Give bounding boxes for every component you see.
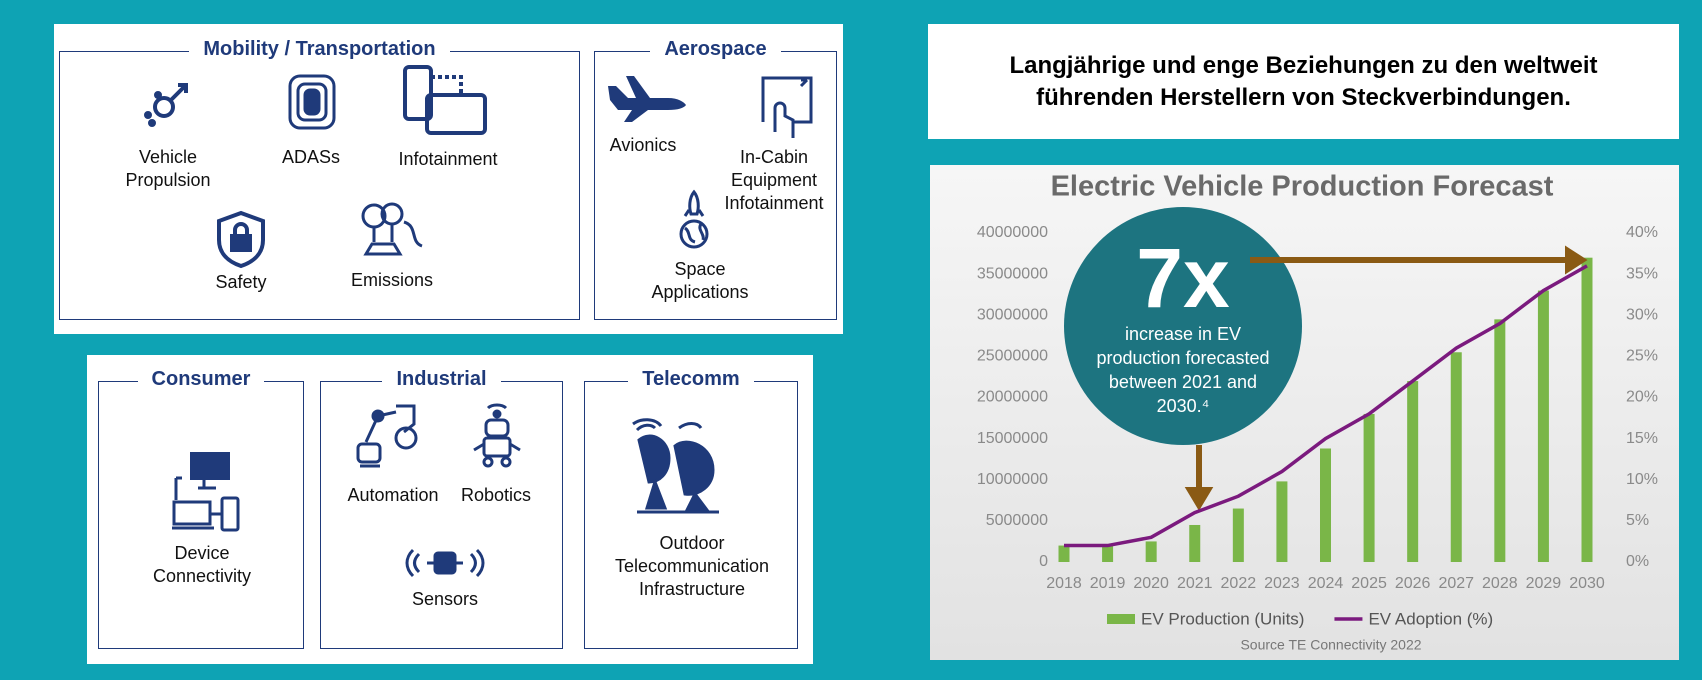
icon: [356, 404, 418, 468]
bar: [1145, 541, 1157, 562]
y-tick-label: 20000000: [977, 389, 1048, 406]
bar: [1276, 481, 1288, 562]
chart-title: Electric Vehicle Production Forecast: [1051, 171, 1554, 203]
annotation-circle: [1064, 207, 1302, 445]
icon: [144, 83, 188, 127]
bar: [1450, 352, 1462, 562]
y2-tick-label: 15%: [1626, 430, 1658, 447]
y-tick-label: 15000000: [977, 430, 1048, 447]
x-tick-label: 2026: [1395, 575, 1431, 592]
bar: [1232, 508, 1244, 562]
icon: [405, 548, 485, 578]
item-label: Avionics: [609, 135, 677, 155]
item-label: Robotics: [460, 485, 532, 505]
x-tick-label: 2027: [1438, 575, 1474, 592]
icon: [361, 202, 423, 256]
y2-tick-label: 40%: [1626, 224, 1658, 241]
y-tick-label: 5000000: [986, 512, 1048, 529]
legend-label: EV Production (Units): [1141, 609, 1304, 628]
bar: [1058, 545, 1070, 562]
bar: [1102, 545, 1114, 562]
item-label: Infotainment: [398, 149, 498, 169]
icon: [403, 65, 487, 135]
y-tick-label: 0: [1039, 553, 1048, 570]
x-tick-label: 2030: [1569, 575, 1605, 592]
panel-title: Industrial: [382, 368, 501, 390]
y2-tick-label: 35%: [1626, 265, 1658, 282]
x-tick-label: 2021: [1177, 575, 1213, 592]
y-tick-label: 35000000: [977, 265, 1048, 282]
x-tick-label: 2020: [1133, 575, 1169, 592]
icon: [172, 452, 240, 532]
item-label: ADASs: [281, 147, 341, 167]
bar: [1537, 290, 1549, 562]
y2-tick-label: 25%: [1626, 348, 1658, 365]
bar: [1407, 381, 1419, 562]
heading-box: Langjährige und enge Beziehungen zu den …: [928, 24, 1679, 139]
item-label: Space Applications: [651, 259, 749, 302]
item-label: Sensors: [411, 589, 479, 609]
y-tick-label: 10000000: [977, 471, 1048, 488]
panel-title: Consumer: [137, 368, 265, 390]
x-tick-label: 2024: [1308, 575, 1344, 592]
item-label: Vehicle Propulsion: [125, 147, 211, 190]
frame: Mobility / Transportation: [59, 38, 580, 320]
heading: Langjährige und enge Beziehungen zu den …: [1009, 51, 1598, 111]
panel-title: Aerospace: [650, 38, 781, 60]
annotation-big: 7x: [1136, 231, 1230, 325]
source: Source TE Connectivity 2022: [1240, 637, 1421, 653]
bar: [1581, 257, 1593, 562]
icon: [679, 189, 709, 249]
item-label: Emissions: [350, 270, 434, 290]
x-tick-label: 2019: [1090, 575, 1126, 592]
bar: [1494, 319, 1506, 562]
y2-tick-label: 0%: [1626, 553, 1649, 570]
y2-tick-label: 10%: [1626, 471, 1658, 488]
icon: [217, 210, 265, 269]
chart-box: [930, 165, 1679, 660]
legend-swatch: [1107, 614, 1135, 624]
y-tick-label: 40000000: [977, 224, 1048, 241]
x-tick-label: 2029: [1526, 575, 1562, 592]
arrow: [1250, 245, 1588, 275]
item-label: Safety: [215, 272, 267, 292]
y2-tick-label: 30%: [1626, 306, 1658, 323]
item-label: Outdoor Telecommunication Infrastructure: [614, 533, 770, 599]
x-tick-label: 2025: [1351, 575, 1387, 592]
frame: Telecomm: [584, 368, 798, 649]
bar: [1189, 524, 1201, 562]
item-label: Device Connectivity: [152, 543, 252, 586]
x-tick-label: 2023: [1264, 575, 1300, 592]
frame: Aerospace: [594, 38, 837, 320]
bar: [1320, 448, 1331, 562]
arrow: [1184, 445, 1214, 511]
bar: [1363, 413, 1375, 562]
legend-label: EV Adoption (%): [1368, 609, 1493, 628]
icon: [473, 403, 521, 468]
y-tick-label: 30000000: [977, 306, 1048, 323]
frame: Consumer: [98, 368, 304, 649]
panel-title: Telecomm: [628, 368, 754, 390]
icon: [608, 76, 686, 122]
item-label: In-Cabin Equipment Infotainment: [724, 147, 824, 213]
x-tick-label: 2022: [1221, 575, 1257, 592]
annotation-text: increase in EV production forecasted bet…: [1096, 324, 1270, 416]
icon: [761, 76, 813, 138]
y2-tick-label: 5%: [1626, 512, 1649, 529]
y2-tick-label: 20%: [1626, 389, 1658, 406]
icon: [288, 74, 336, 130]
frame: Industrial: [320, 368, 563, 649]
line: [1064, 264, 1588, 548]
x-tick-label: 2028: [1482, 575, 1518, 592]
y-tick-label: 25000000: [977, 348, 1048, 365]
x-tick-label: 2018: [1046, 575, 1082, 592]
panel-title: Mobility / Transportation: [189, 38, 450, 60]
item-label: Automation: [347, 485, 439, 505]
icon: [632, 418, 719, 514]
